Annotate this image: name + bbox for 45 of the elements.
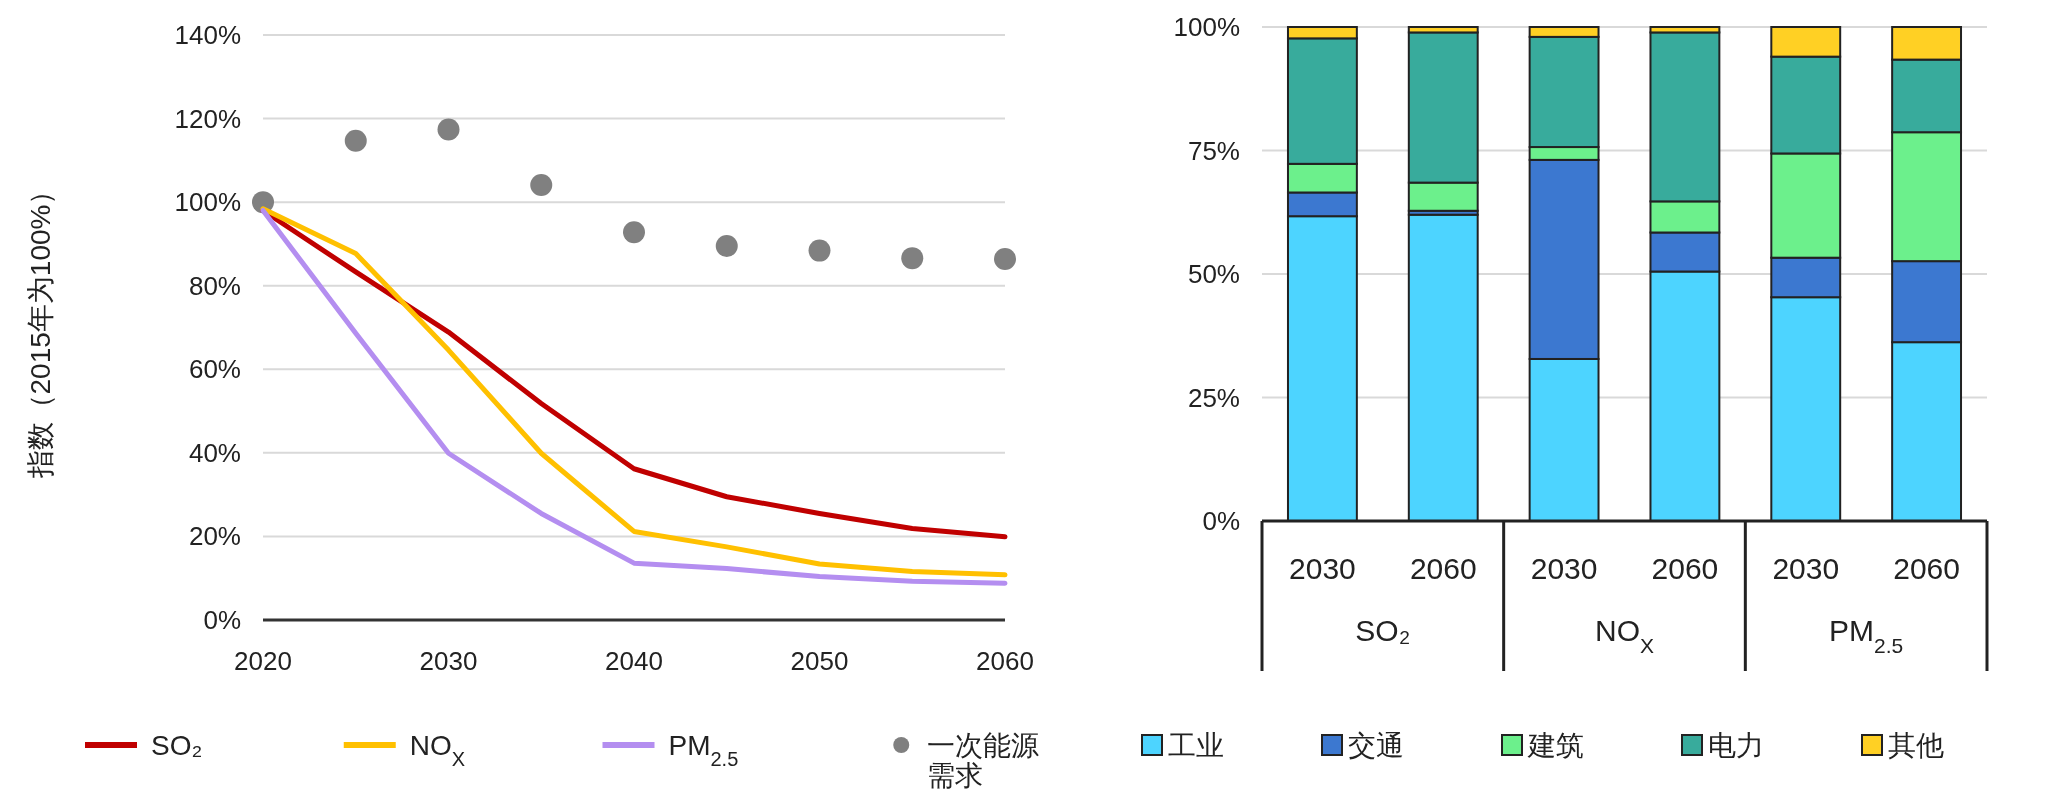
y-axis-title: 指数（2015年为100%） [25,176,56,480]
text: PM$_{2.5}$ [1829,614,1904,657]
text: SO₂ [1355,614,1411,647]
x-tick-label: 2060 [1893,552,1960,585]
x-tick-label: 2030 [1772,552,1840,585]
legend-label: SO₂ [151,730,203,761]
y-tick-label: 0% [203,605,241,635]
legend-label: PM$_{2.5}$ [668,730,739,770]
legend-label: 一次能源需求 [927,730,1040,791]
y-tick-label: 80% [188,270,241,301]
point [623,221,645,244]
legend-label: 其他 [1888,730,1944,761]
legend-label: 工业 [1168,730,1224,761]
legend-label: NO$_{X}$ [409,730,466,770]
legend-label: 建筑 [1527,730,1584,761]
point [344,129,367,152]
y-tick-label: 50% [1187,259,1240,289]
y-tick-label: 140% [174,20,241,50]
legend-label: 交通 [1348,730,1404,761]
x-tick-label: 2030 [419,646,478,676]
y-tick-label: 20% [188,521,241,552]
point [808,239,831,262]
x-tick-label: 2060 [1651,552,1719,585]
x-tick-label: 2060 [976,646,1034,676]
y-tick-label: 40% [188,437,241,468]
y-tick-label: 120% [174,103,241,134]
x-tick-label: 2030 [1530,552,1598,585]
x-tick-label: 2020 [234,646,292,676]
point [437,118,460,141]
x-tick-label: 2060 [1409,552,1477,585]
x-tick-label: 2040 [605,646,663,676]
legend-label: 电力 [1708,730,1764,761]
x-tick-label: 2030 [1289,552,1356,585]
point [715,235,738,258]
y-tick-label: 75% [1187,135,1240,166]
y-tick-label: 60% [188,354,241,385]
y-tick-label: 100% [174,187,241,218]
point [530,174,553,197]
text: NO$_{X}$ [1594,614,1655,657]
point [994,247,1016,270]
y-tick-label: 0% [1202,506,1240,536]
y-tick-label: 100% [1173,12,1240,42]
x-tick-label: 2050 [790,646,849,676]
y-tick-label: 25% [1187,382,1240,413]
point [901,247,924,270]
